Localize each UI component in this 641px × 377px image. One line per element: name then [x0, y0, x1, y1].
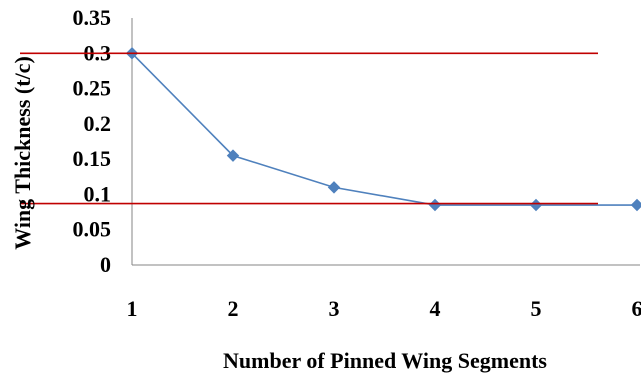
y-axis-title: Wing Thickness (t/c) — [10, 56, 35, 250]
y-tick-label: 0.05 — [73, 217, 112, 242]
y-tick-label: 0.1 — [84, 181, 112, 206]
x-tick-label: 6 — [632, 296, 641, 321]
x-tick-label: 4 — [430, 296, 441, 321]
x-tick-label: 5 — [531, 296, 542, 321]
data-point-marker — [327, 181, 341, 194]
series-group — [125, 47, 641, 212]
y-tick-label: 0.35 — [73, 5, 112, 30]
data-point-marker — [428, 198, 442, 212]
y-tick-label: 0.2 — [84, 111, 112, 136]
x-tick-labels: 1 2 3 4 5 6 — [127, 296, 641, 321]
data-point-marker — [226, 149, 240, 162]
y-tick-label: 0 — [100, 252, 111, 277]
reference-lines — [20, 52, 598, 205]
y-tick-label: 0.15 — [73, 146, 112, 171]
data-point-marker — [529, 198, 543, 212]
x-tick-label: 3 — [329, 296, 340, 321]
data-point-marker — [630, 198, 641, 212]
series-line — [131, 52, 637, 206]
x-tick-label: 1 — [127, 296, 138, 321]
axes — [131, 18, 640, 266]
y-tick-label: 0.25 — [73, 76, 112, 101]
x-tick-label: 2 — [228, 296, 239, 321]
y-tick-labels: 00.050.10.150.20.250.30.35 — [73, 5, 112, 277]
x-axis-title: Number of Pinned Wing Segments — [223, 348, 547, 373]
